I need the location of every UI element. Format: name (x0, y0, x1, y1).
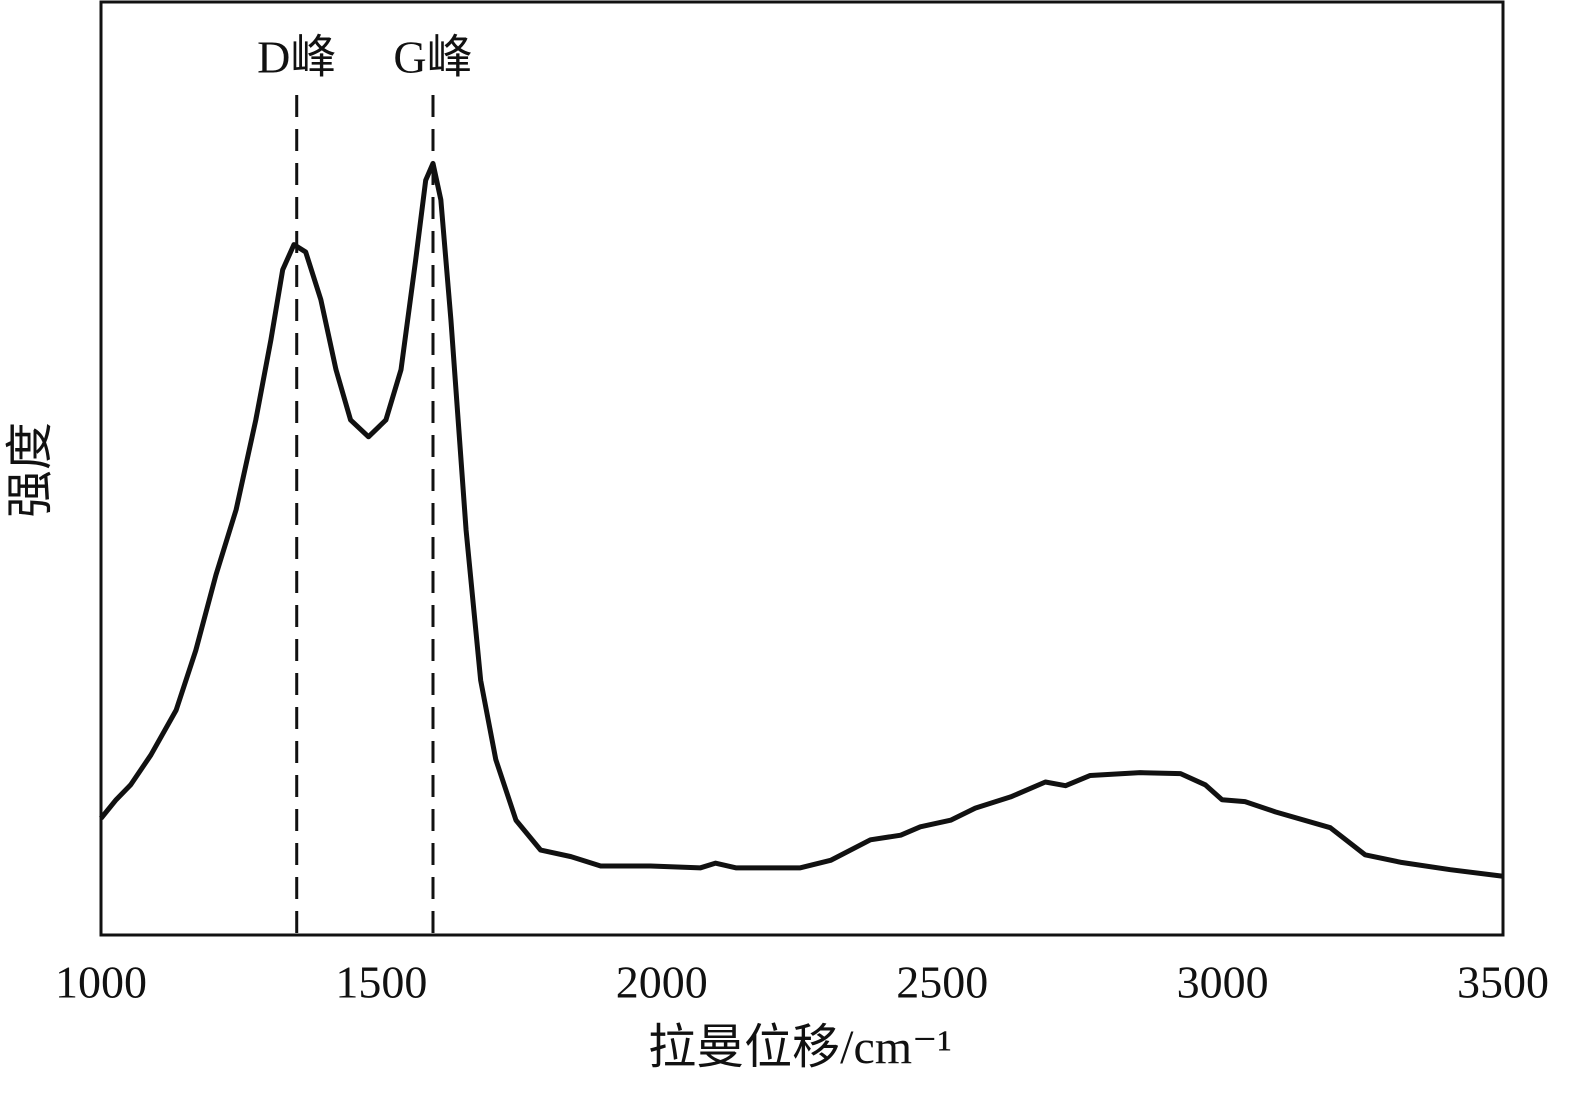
peak-label: G峰 (393, 32, 472, 83)
x-tick-label: 3000 (1177, 957, 1269, 1008)
x-axis-label: 拉曼位移/cm⁻¹ (648, 1021, 952, 1074)
x-tick-label: 2000 (616, 957, 708, 1008)
y-axis-label: 强度 (4, 422, 57, 518)
x-tick-label: 1000 (55, 957, 147, 1008)
plot-frame (99, 0, 1505, 937)
x-tick-label: 3500 (1457, 957, 1549, 1008)
x-tick-label: 2500 (896, 957, 988, 1008)
x-tick-label: 1500 (335, 957, 427, 1008)
peak-label: D峰 (257, 32, 336, 83)
spectrum-line (99, 160, 1504, 879)
